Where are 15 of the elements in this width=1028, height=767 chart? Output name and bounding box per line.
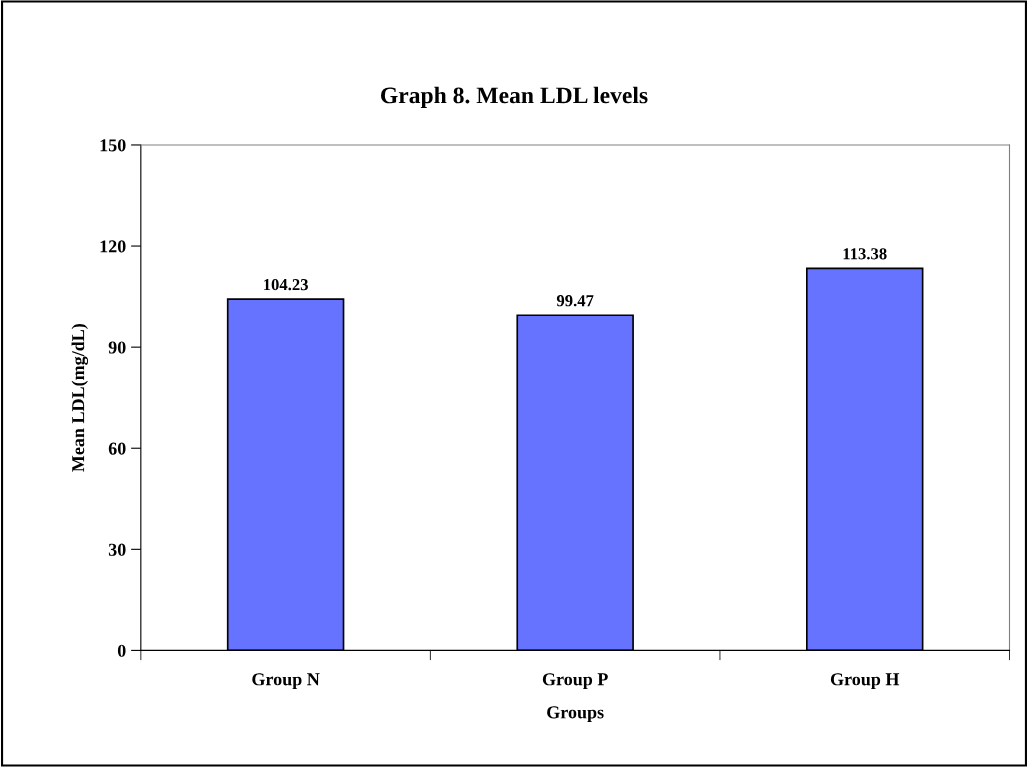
x-tick-label: Group N (252, 673, 320, 690)
y-axis-title: Mean LDL(mg/dL) (71, 324, 89, 472)
y-tick-label: 0 (117, 644, 126, 657)
x-axis-title: Groups (547, 706, 604, 723)
y-tick-label: 60 (108, 442, 126, 455)
y-tick-label: 90 (108, 341, 126, 354)
y-tick-label: 30 (108, 543, 126, 556)
data-label: 113.38 (843, 248, 887, 260)
x-tick-label: Group H (830, 673, 900, 690)
data-label: 104.23 (264, 279, 308, 291)
data-label: 99.47 (556, 295, 594, 307)
y-tick-label: 150 (100, 139, 126, 152)
x-tick-label: Group P (542, 673, 608, 690)
chart-title: Graph 8. Mean LDL levels (381, 86, 648, 109)
y-tick-label: 120 (100, 240, 126, 253)
